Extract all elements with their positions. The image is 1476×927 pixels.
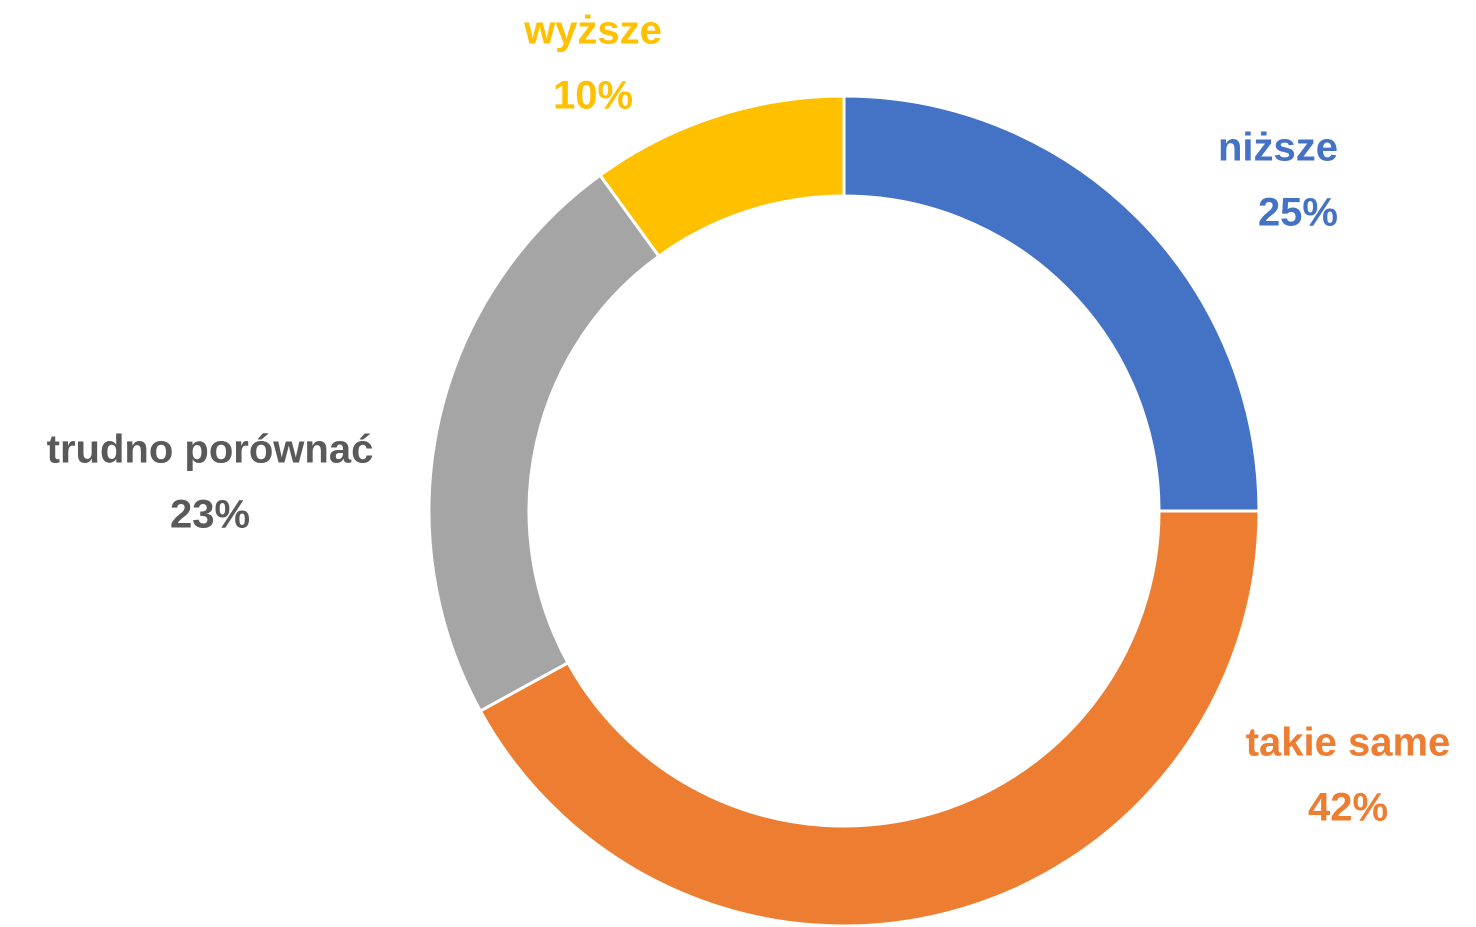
slice-label: takie same xyxy=(1246,721,1451,765)
donut-slice xyxy=(478,509,1261,927)
slice-label: niższe xyxy=(1218,126,1338,170)
value-label: 42% xyxy=(1308,786,1388,830)
donut-slice xyxy=(427,173,661,713)
donut-slice xyxy=(842,94,1261,513)
value-label: 25% xyxy=(1258,191,1338,235)
value-label: 23% xyxy=(170,493,250,537)
slice-label: wyższe xyxy=(523,9,662,53)
donut-slice xyxy=(597,94,846,259)
value-label: 10% xyxy=(553,74,633,118)
slice-label: trudno porównać xyxy=(47,428,374,472)
